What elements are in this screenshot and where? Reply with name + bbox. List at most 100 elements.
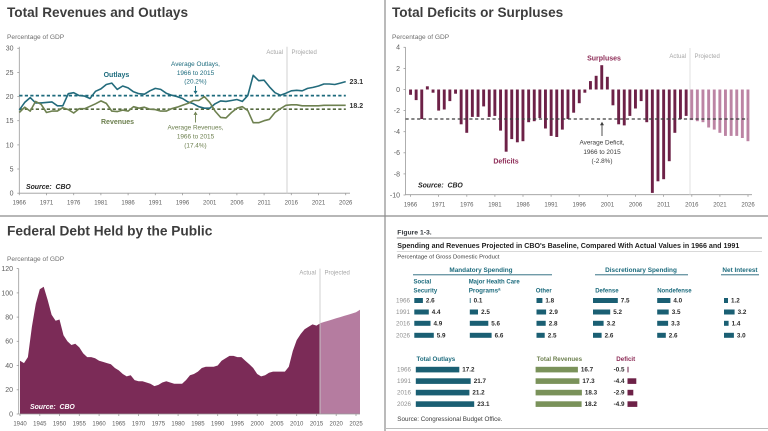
svg-text:1966 to 2015: 1966 to 2015 xyxy=(177,134,215,141)
svg-text:1986: 1986 xyxy=(516,203,530,209)
svg-text:1960: 1960 xyxy=(92,422,106,428)
svg-text:2026: 2026 xyxy=(396,332,411,339)
svg-text:1966 to 2015: 1966 to 2015 xyxy=(583,149,621,156)
svg-text:3.2: 3.2 xyxy=(607,320,616,327)
svg-text:1981: 1981 xyxy=(488,203,502,209)
svg-text:120: 120 xyxy=(1,266,13,273)
svg-text:Total Outlays: Total Outlays xyxy=(417,356,456,363)
svg-text:(20.2%): (20.2%) xyxy=(184,79,206,86)
svg-text:5: 5 xyxy=(10,166,14,173)
svg-text:0: 0 xyxy=(9,411,13,418)
svg-text:16.7: 16.7 xyxy=(581,367,594,374)
svg-text:1971: 1971 xyxy=(432,203,446,209)
svg-text:1940: 1940 xyxy=(13,422,27,428)
svg-text:17.2: 17.2 xyxy=(462,367,475,374)
svg-text:Source: CBO: Source: CBO xyxy=(30,404,75,411)
svg-text:(-2.8%): (-2.8%) xyxy=(592,158,613,165)
svg-text:Surpluses: Surpluses xyxy=(587,56,621,63)
svg-text:2016: 2016 xyxy=(685,203,699,209)
svg-text:2.5: 2.5 xyxy=(548,332,557,339)
svg-text:1.8: 1.8 xyxy=(545,298,554,305)
svg-text:18.2: 18.2 xyxy=(585,401,598,408)
svg-text:Programsa: Programsa xyxy=(469,286,501,294)
svg-text:3.2: 3.2 xyxy=(738,309,747,316)
svg-text:2001: 2001 xyxy=(601,203,615,209)
svg-text:4.0: 4.0 xyxy=(673,298,682,305)
svg-text:60: 60 xyxy=(5,339,13,346)
svg-text:Total Deficits or Surpluses: Total Deficits or Surpluses xyxy=(392,5,563,20)
svg-text:-10: -10 xyxy=(390,192,400,199)
svg-text:2015: 2015 xyxy=(310,422,324,428)
svg-text:10: 10 xyxy=(6,142,14,149)
svg-text:Total Revenues: Total Revenues xyxy=(537,356,583,363)
svg-text:1991: 1991 xyxy=(397,378,412,385)
svg-text:20: 20 xyxy=(5,387,13,394)
svg-text:1986: 1986 xyxy=(121,201,135,207)
svg-text:1976: 1976 xyxy=(67,201,81,207)
svg-text:23.1: 23.1 xyxy=(350,79,364,86)
svg-text:1996: 1996 xyxy=(176,201,190,207)
svg-text:1985: 1985 xyxy=(191,422,205,428)
svg-text:21.7: 21.7 xyxy=(474,378,487,385)
svg-text:0.1: 0.1 xyxy=(474,298,483,305)
svg-text:Total Revenues and Outlays: Total Revenues and Outlays xyxy=(7,5,188,20)
svg-text:3.3: 3.3 xyxy=(671,320,680,327)
svg-text:2020: 2020 xyxy=(330,422,344,428)
svg-text:Percentage of GDP: Percentage of GDP xyxy=(7,256,65,263)
svg-text:Figure 1-3.: Figure 1-3. xyxy=(397,230,431,237)
svg-text:1965: 1965 xyxy=(112,422,126,428)
svg-text:Percentage of GDP: Percentage of GDP xyxy=(7,34,65,41)
svg-text:-2: -2 xyxy=(394,108,400,115)
svg-text:Other: Other xyxy=(536,288,553,294)
svg-text:2006: 2006 xyxy=(629,203,643,209)
svg-text:25: 25 xyxy=(6,70,14,77)
svg-text:-4.4: -4.4 xyxy=(614,378,625,385)
svg-text:Projected: Projected xyxy=(292,50,317,56)
svg-text:15: 15 xyxy=(6,118,14,125)
svg-text:Defense: Defense xyxy=(595,288,619,294)
svg-text:2.6: 2.6 xyxy=(426,298,435,305)
svg-text:Average Outlays,: Average Outlays, xyxy=(171,61,220,68)
svg-text:4.4: 4.4 xyxy=(432,309,441,316)
svg-text:-8: -8 xyxy=(394,171,400,178)
svg-text:2011: 2011 xyxy=(657,203,671,209)
svg-text:2.8: 2.8 xyxy=(549,320,558,327)
svg-text:80: 80 xyxy=(5,315,13,322)
svg-text:1995: 1995 xyxy=(231,422,245,428)
svg-text:2001: 2001 xyxy=(203,201,217,207)
svg-text:1.4: 1.4 xyxy=(732,320,741,327)
svg-text:1970: 1970 xyxy=(132,422,146,428)
svg-text:-2.9: -2.9 xyxy=(614,390,625,397)
svg-text:1966: 1966 xyxy=(404,203,418,209)
svg-text:1955: 1955 xyxy=(73,422,87,428)
svg-text:1971: 1971 xyxy=(40,201,54,207)
svg-text:1945: 1945 xyxy=(33,422,47,428)
svg-text:23.1: 23.1 xyxy=(477,401,490,408)
svg-text:Average Deficit,: Average Deficit, xyxy=(580,140,625,147)
svg-text:1950: 1950 xyxy=(53,422,67,428)
svg-text:Actual: Actual xyxy=(669,54,686,60)
svg-text:1991: 1991 xyxy=(149,201,163,207)
svg-text:Federal Debt Held by the Publi: Federal Debt Held by the Public xyxy=(7,224,213,239)
svg-text:2000: 2000 xyxy=(251,422,265,428)
svg-text:1.2: 1.2 xyxy=(731,298,740,305)
svg-text:2005: 2005 xyxy=(270,422,284,428)
svg-text:(17.4%): (17.4%) xyxy=(184,143,206,150)
svg-text:5.6: 5.6 xyxy=(491,320,500,327)
svg-text:1990: 1990 xyxy=(211,422,225,428)
svg-text:2021: 2021 xyxy=(312,201,326,207)
svg-text:5.2: 5.2 xyxy=(613,309,622,316)
svg-text:Actual: Actual xyxy=(299,271,316,277)
svg-text:1991: 1991 xyxy=(396,309,411,316)
svg-text:2016: 2016 xyxy=(397,390,412,397)
svg-text:2.6: 2.6 xyxy=(605,332,614,339)
svg-text:6.6: 6.6 xyxy=(495,332,504,339)
svg-text:Deficits: Deficits xyxy=(493,159,518,166)
svg-text:2.5: 2.5 xyxy=(481,309,490,316)
svg-text:1996: 1996 xyxy=(573,203,587,209)
svg-text:2021: 2021 xyxy=(713,203,727,209)
svg-text:3.5: 3.5 xyxy=(672,309,681,316)
svg-text:2026: 2026 xyxy=(741,203,755,209)
svg-text:Deficit: Deficit xyxy=(616,356,635,363)
svg-text:2025: 2025 xyxy=(349,422,363,428)
